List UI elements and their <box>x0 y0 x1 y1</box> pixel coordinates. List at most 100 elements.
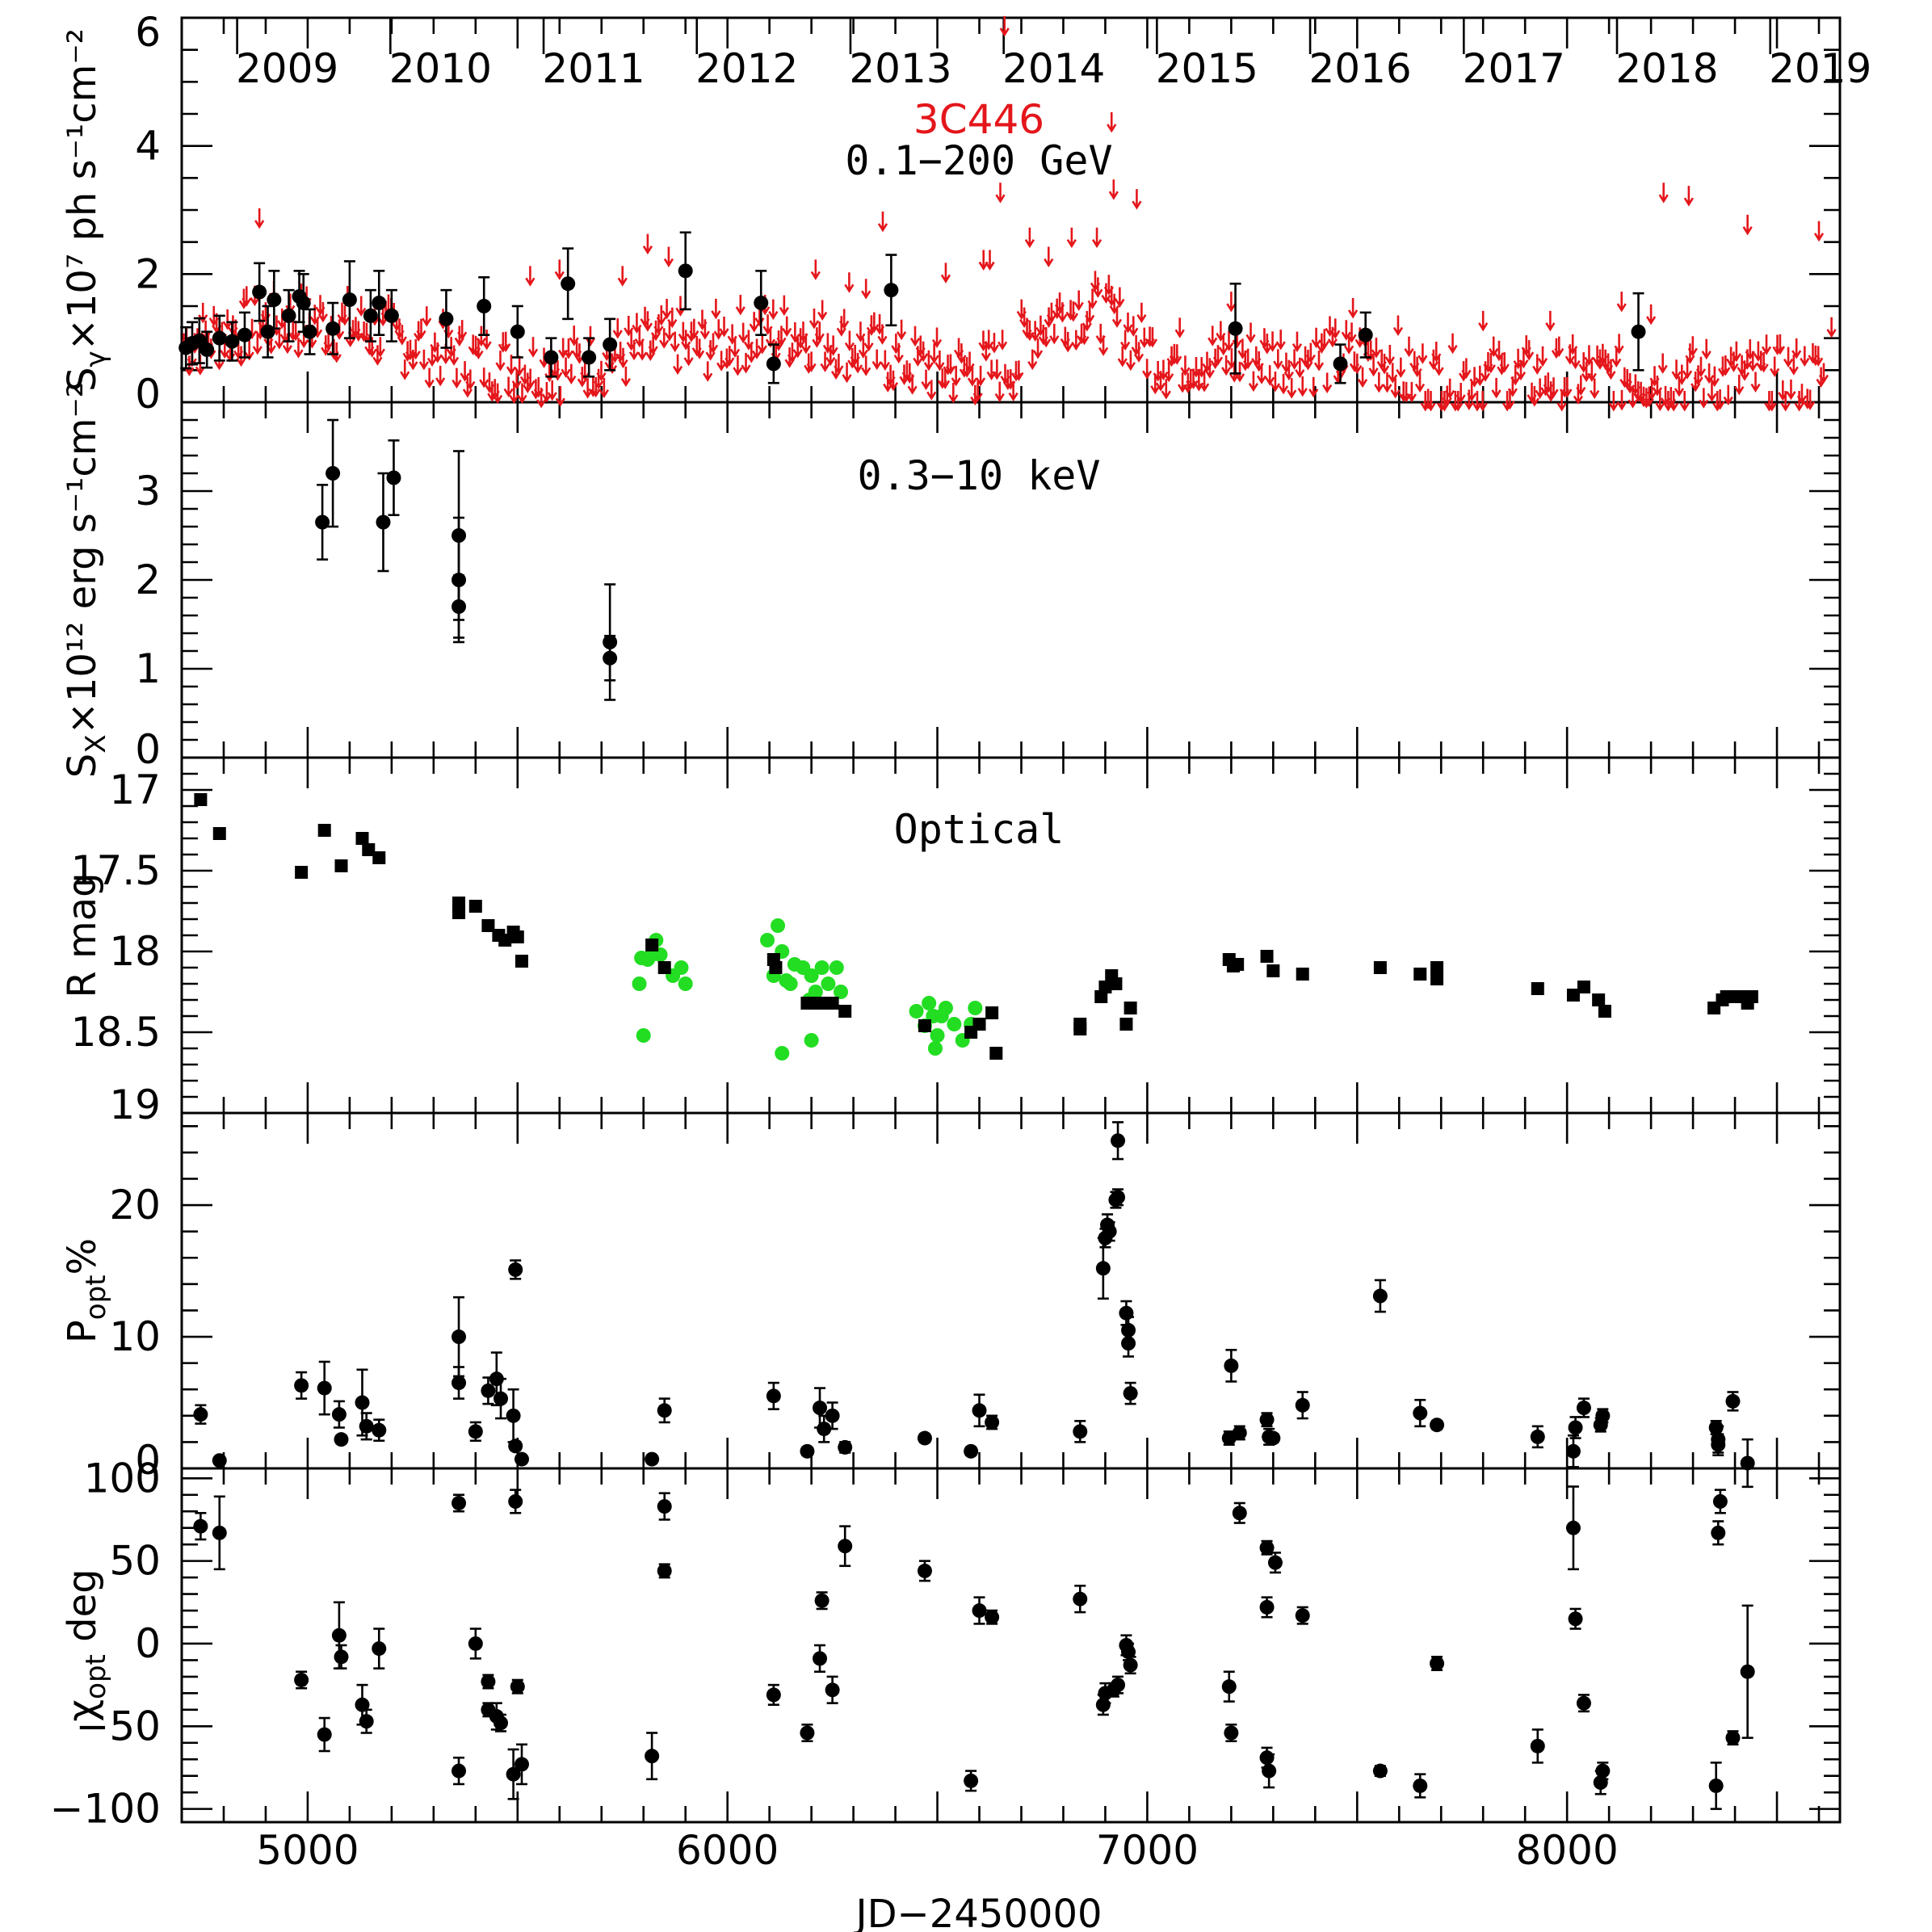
gamma-upper-limit-arrow <box>1327 326 1338 348</box>
polarization-point <box>1372 1288 1388 1304</box>
gamma-upper-limit-arrow <box>1289 349 1300 370</box>
year-label: 2015 <box>1156 45 1258 92</box>
gamma-upper-limit-arrow <box>493 383 503 405</box>
y-tick-label: 1 <box>135 645 161 692</box>
gamma-upper-limit-arrow <box>975 365 986 387</box>
gamma-upper-limit-arrow <box>1826 317 1837 338</box>
y-label-main: P <box>60 1320 105 1343</box>
gamma-upper-limit-arrow <box>951 365 961 387</box>
gamma-upper-limit-arrow <box>1101 283 1111 304</box>
gamma-upper-limit-arrow <box>1658 183 1669 204</box>
gamma-upper-limit-arrow <box>561 357 571 378</box>
angle-point <box>508 1493 523 1509</box>
gamma-upper-limit-arrow <box>964 351 975 372</box>
gamma-upper-limit-arrow <box>1142 359 1153 380</box>
gamma-upper-limit-arrow <box>1196 357 1207 378</box>
gamma-point <box>561 276 576 292</box>
y-tick-label: −100 <box>50 1786 161 1833</box>
gamma-upper-limit-arrow <box>888 370 899 392</box>
angle-point <box>825 1682 840 1698</box>
gamma-upper-limit-arrow <box>1655 390 1665 412</box>
angle-point <box>972 1603 987 1619</box>
gamma-upper-limit-arrow <box>1750 372 1761 393</box>
angle-point <box>1111 1678 1126 1693</box>
gamma-point <box>439 311 454 326</box>
gamma-upper-limit-arrow <box>435 365 446 387</box>
polarization-point <box>800 1443 815 1459</box>
y-label-rest: ×10⁷ ph s⁻¹cm⁻² <box>60 28 105 351</box>
gamma-upper-limit-arrow <box>594 368 604 390</box>
angle-point <box>372 1641 387 1657</box>
y-tick-label: 4 <box>135 123 161 170</box>
optical-black-point <box>481 919 495 932</box>
gamma-upper-limit-arrow <box>1248 371 1259 393</box>
gamma-upper-limit-arrow <box>1115 287 1125 309</box>
polarization-point <box>331 1407 346 1422</box>
polarization-point <box>1576 1401 1591 1416</box>
optical-black-point <box>1430 972 1444 985</box>
year-label: 2012 <box>695 45 798 92</box>
gamma-upper-limit-arrow <box>716 351 727 372</box>
gamma-upper-limit-arrow <box>596 360 607 382</box>
gamma-upper-limit-arrow <box>1761 334 1772 355</box>
year-label: 2019 <box>1769 45 1871 92</box>
gamma-upper-limit-arrow <box>1212 345 1224 366</box>
gamma-upper-limit-arrow <box>1014 360 1024 381</box>
optical-black-point <box>334 859 348 872</box>
gamma-upper-limit-arrow <box>1125 350 1136 372</box>
gamma-upper-limit-arrow <box>397 325 407 346</box>
gamma-upper-limit-arrow <box>663 246 674 267</box>
gamma-upper-limit-arrow <box>501 331 511 353</box>
gamma-point <box>267 292 282 308</box>
year-label: 2009 <box>236 45 338 92</box>
gamma-upper-limit-arrow <box>566 363 577 385</box>
gamma-upper-limit-arrow <box>713 319 724 340</box>
gamma-upper-limit-arrow <box>422 306 432 327</box>
gamma-upper-limit-arrow <box>1032 338 1044 359</box>
gamma-upper-limit-arrow <box>729 337 741 358</box>
gamma-upper-limit-arrow <box>1311 327 1321 349</box>
gamma-upper-limit-arrow <box>541 382 552 403</box>
gamma-upper-limit-arrow <box>400 359 410 380</box>
optical-black-point <box>212 827 226 840</box>
optical-black-point <box>372 851 386 864</box>
gamma-upper-limit-arrow <box>618 347 628 369</box>
gamma-upper-limit-arrow <box>432 342 443 363</box>
gamma-upper-limit-arrow <box>800 333 811 355</box>
gamma-point <box>326 321 341 336</box>
gamma-upper-limit-arrow <box>787 342 798 363</box>
angle-point <box>1095 1697 1111 1712</box>
angle-point <box>1221 1679 1237 1695</box>
gamma-upper-limit-arrow <box>331 342 342 363</box>
polarization-point <box>1123 1386 1138 1401</box>
gamma-upper-limit-arrow <box>1049 323 1060 345</box>
optical-black-point <box>813 997 827 1010</box>
gamma-upper-limit-arrow <box>457 320 468 341</box>
gamma-upper-limit-arrow <box>1804 389 1816 410</box>
gamma-upper-limit-arrow <box>1455 382 1466 404</box>
x-tick-label: 6000 <box>676 1827 779 1874</box>
gamma-upper-limit-arrow <box>628 339 640 361</box>
source-label: 3C446 <box>914 96 1044 143</box>
y-tick-label: 6 <box>135 9 161 56</box>
y-tick-label: 20 <box>109 1182 161 1228</box>
optical-green-point <box>632 976 647 991</box>
xray-point <box>315 514 330 530</box>
gamma-upper-limit-arrow <box>620 366 631 388</box>
y-label-sub: opt <box>80 1654 112 1699</box>
gamma-upper-limit-arrow <box>637 340 648 361</box>
gamma-upper-limit-arrow <box>855 321 866 342</box>
gamma-upper-limit-arrow <box>893 342 904 364</box>
polarization-point <box>838 1439 853 1455</box>
gamma-upper-limit-arrow <box>1783 346 1794 368</box>
gamma-upper-limit-arrow <box>1087 288 1098 309</box>
gamma-upper-limit-arrow <box>612 318 623 339</box>
gamma-point <box>1631 324 1646 339</box>
gamma-upper-limit-arrow <box>1529 386 1539 407</box>
polarization-point <box>452 1329 467 1345</box>
y-label-rest: deg <box>60 1569 105 1654</box>
gamma-upper-limit-arrow <box>1330 318 1341 339</box>
gamma-point <box>302 324 317 339</box>
gamma-upper-limit-arrow <box>1477 391 1488 412</box>
optical-black-point <box>1119 1018 1133 1031</box>
